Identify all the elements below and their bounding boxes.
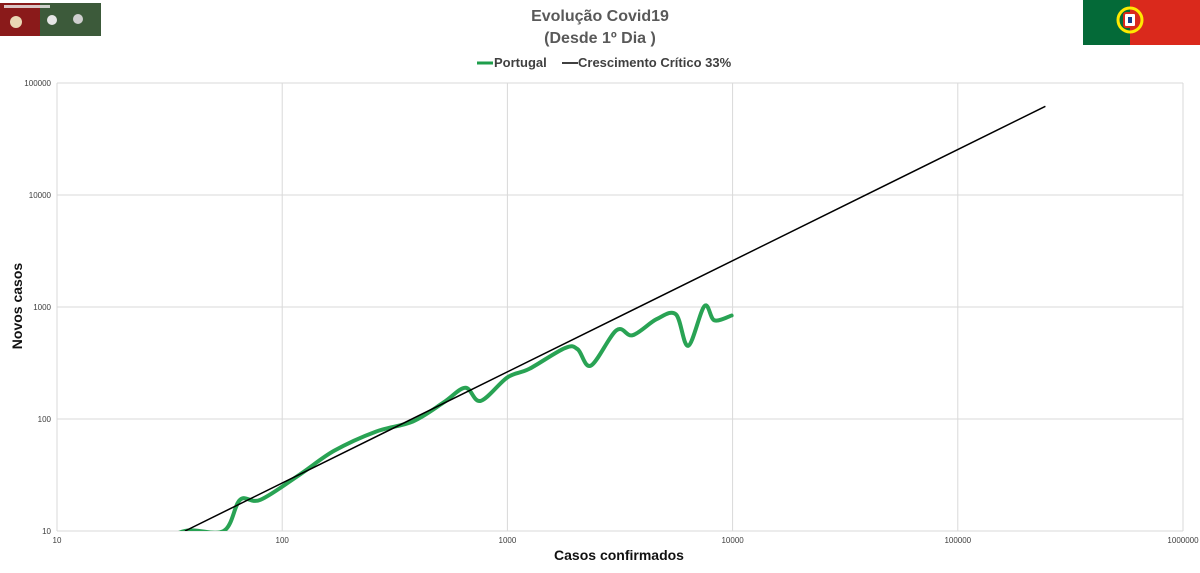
grid xyxy=(56,82,1184,532)
x-tick-labels: 10 100 1000 10000 100000 1000000 xyxy=(53,536,1200,545)
series-line-portugal xyxy=(178,303,734,531)
flag-shield-center xyxy=(1128,17,1132,23)
legend-label-portugal: Portugal xyxy=(494,55,547,70)
y-tick-label: 100 xyxy=(38,415,52,424)
flag-green-field xyxy=(1083,0,1130,45)
y-tick-label: 10000 xyxy=(29,191,52,200)
x-tick-label: 10000 xyxy=(721,536,744,545)
x-tick-label: 100 xyxy=(276,536,290,545)
series-lines xyxy=(178,105,1046,531)
y-axis-title: Novos casos xyxy=(9,263,25,350)
legend-label-critical-growth: Crescimento Crítico 33% xyxy=(578,55,732,70)
logo-caption-bar xyxy=(4,5,50,8)
portugal-flag-icon xyxy=(1083,0,1200,45)
y-tick-labels: 10 100 1000 10000 100000 xyxy=(24,79,51,536)
logo-player-1-icon xyxy=(10,16,22,28)
series-line-critical-growth xyxy=(184,105,1046,531)
logo-player-2-icon xyxy=(47,15,57,25)
x-tick-label: 1000 xyxy=(499,536,517,545)
y-tick-label: 1000 xyxy=(33,303,51,312)
x-axis-title: Casos confirmados xyxy=(554,547,684,563)
x-tick-label: 100000 xyxy=(944,536,971,545)
y-tick-label: 100000 xyxy=(24,79,51,88)
chart-subtitle: (Desde 1º Dia ) xyxy=(544,30,656,47)
x-tick-label: 1000000 xyxy=(1167,536,1199,545)
legend: Portugal Crescimento Crítico 33% xyxy=(477,55,732,70)
logo-player-3-icon xyxy=(73,14,83,24)
flag-armillary-sphere xyxy=(1116,6,1144,34)
logo-left xyxy=(0,3,101,36)
x-tick-label: 10 xyxy=(53,536,62,545)
chart-title: Evolução Covid19 xyxy=(531,8,669,25)
plot-area xyxy=(178,105,1046,531)
y-tick-label: 10 xyxy=(42,527,51,536)
